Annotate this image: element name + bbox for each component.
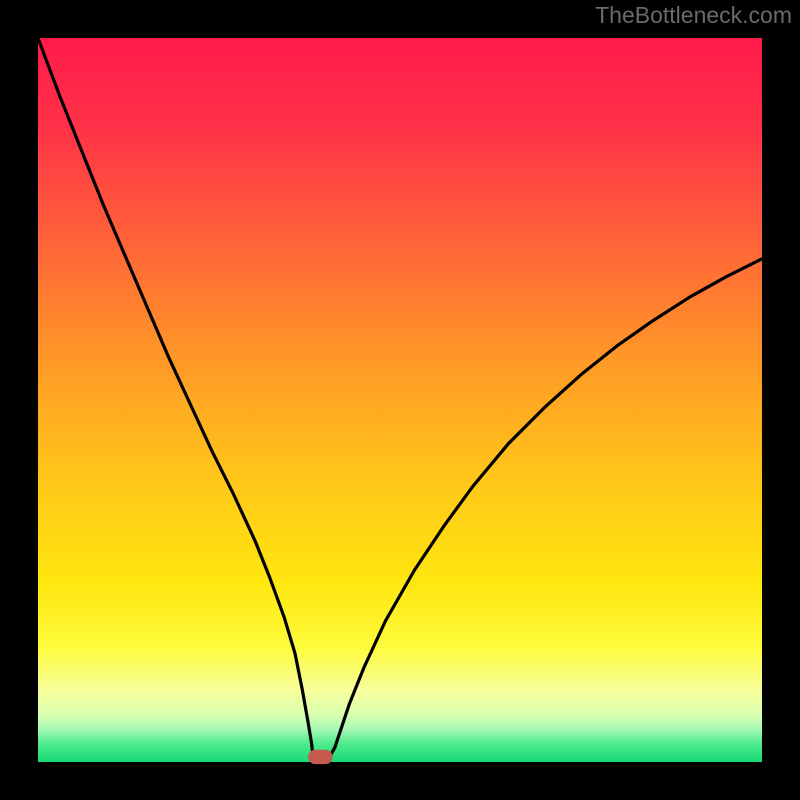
chart-background bbox=[38, 38, 762, 762]
watermark-text: TheBottleneck.com bbox=[595, 2, 792, 29]
bottleneck-chart bbox=[0, 0, 800, 800]
optimal-point-marker bbox=[308, 750, 333, 764]
